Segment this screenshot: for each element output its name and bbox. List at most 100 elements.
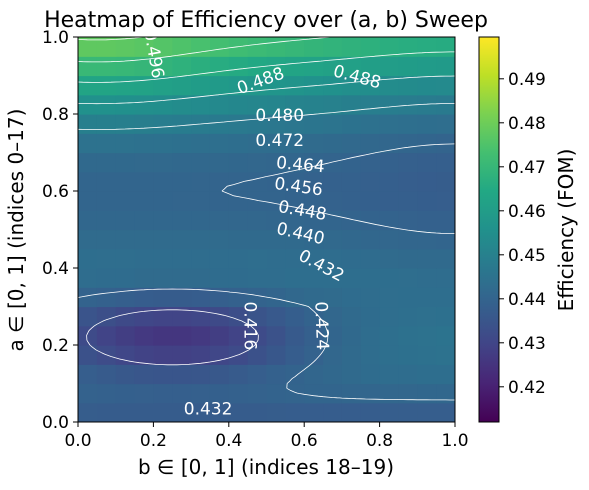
heatmap-cell bbox=[379, 56, 400, 77]
heatmap-cell bbox=[398, 345, 418, 365]
heatmap-cell bbox=[323, 152, 343, 173]
heatmap-cell bbox=[228, 191, 249, 211]
heatmap-cell bbox=[78, 402, 98, 422]
heatmap-cell bbox=[360, 364, 381, 385]
heatmap-cell bbox=[398, 287, 418, 308]
heatmap-cell bbox=[266, 75, 286, 96]
heatmap-cell bbox=[247, 325, 268, 346]
heatmap-cell bbox=[436, 37, 455, 57]
heatmap-cell bbox=[436, 383, 455, 404]
heatmap-cell bbox=[96, 268, 117, 288]
heatmap-cell bbox=[228, 210, 249, 231]
heatmap-cell bbox=[134, 133, 154, 154]
heatmap-cell bbox=[153, 364, 173, 385]
heatmap-cell bbox=[360, 191, 381, 211]
heatmap-cell bbox=[323, 383, 343, 404]
heatmap-cell bbox=[417, 210, 437, 231]
heatmap-cell bbox=[247, 37, 268, 57]
plot-frame bbox=[77, 36, 456, 423]
heatmap-cell bbox=[285, 152, 305, 173]
heatmap-cell bbox=[191, 191, 211, 211]
heatmap-cell bbox=[379, 383, 400, 404]
heatmap-cell bbox=[360, 152, 381, 173]
heatmap-cell bbox=[398, 325, 418, 346]
heatmap-cell bbox=[417, 268, 437, 288]
heatmap-cell bbox=[360, 171, 381, 192]
heatmap-cell bbox=[360, 114, 381, 134]
colorbar bbox=[478, 36, 500, 423]
heatmap-cell bbox=[96, 75, 117, 96]
heatmap-cell bbox=[436, 325, 455, 346]
heatmap-cell bbox=[115, 383, 136, 404]
heatmap-cell bbox=[78, 133, 98, 154]
colorbar-tick-label: 0.49 bbox=[508, 70, 546, 90]
heatmap-cell bbox=[417, 364, 437, 385]
heatmap-cell bbox=[247, 268, 268, 288]
heatmap-cell bbox=[436, 75, 455, 96]
heatmap-cell bbox=[285, 191, 305, 211]
heatmap-cell bbox=[379, 268, 400, 288]
contour-line bbox=[78, 103, 455, 130]
colorbar-tick-label: 0.45 bbox=[508, 246, 546, 266]
x-tick-label: 0.2 bbox=[140, 431, 167, 451]
heatmap-cell bbox=[191, 345, 211, 365]
heatmap-cell bbox=[304, 56, 324, 77]
heatmap-cell bbox=[134, 402, 154, 422]
heatmap-cell bbox=[341, 152, 362, 173]
heatmap-cell bbox=[417, 75, 437, 96]
heatmap-cell bbox=[341, 248, 362, 269]
heatmap-cell bbox=[398, 171, 418, 192]
heatmap-cell bbox=[153, 133, 173, 154]
heatmap-cell bbox=[247, 364, 268, 385]
heatmap-cell bbox=[341, 75, 362, 96]
heatmap-cell bbox=[436, 152, 455, 173]
heatmap-cell bbox=[209, 94, 230, 115]
heatmap-cell bbox=[341, 287, 362, 308]
heatmap-cell bbox=[285, 248, 305, 269]
heatmap-cell bbox=[323, 268, 343, 288]
heatmap-cell bbox=[266, 191, 286, 211]
heatmap-cell bbox=[172, 191, 192, 211]
heatmap-cell bbox=[266, 133, 286, 154]
contour-line bbox=[78, 143, 455, 401]
heatmap-cell bbox=[379, 75, 400, 96]
heatmap-cell bbox=[436, 306, 455, 327]
heatmap-cell bbox=[209, 171, 230, 192]
heatmap-cell bbox=[228, 364, 249, 385]
colorbar-tick-label: 0.47 bbox=[508, 158, 546, 178]
x-axis-ticks: 0.0 0.2 0.4 0.6 0.8 1.0 bbox=[64, 422, 469, 451]
heatmap-cell bbox=[360, 345, 381, 365]
heatmap-cell bbox=[191, 383, 211, 404]
heatmap-cell bbox=[78, 287, 98, 308]
heatmap-cell bbox=[436, 345, 455, 365]
heatmap-cell bbox=[323, 133, 343, 154]
heatmap-cell bbox=[436, 364, 455, 385]
heatmap-cell bbox=[228, 325, 249, 346]
heatmap-cell bbox=[96, 152, 117, 173]
heatmap-cell bbox=[398, 402, 418, 422]
heatmap-cell bbox=[172, 114, 192, 134]
contour-label: 0.464 bbox=[275, 153, 325, 177]
heatmap-cell bbox=[304, 325, 324, 346]
heatmap-cell bbox=[228, 133, 249, 154]
heatmap-cell bbox=[266, 364, 286, 385]
heatmap-cell bbox=[191, 210, 211, 231]
heatmap-cell bbox=[209, 133, 230, 154]
heatmap-cell bbox=[417, 383, 437, 404]
colorbar-tick-label: 0.43 bbox=[508, 334, 546, 354]
contour-line bbox=[78, 37, 144, 41]
heatmap-cell bbox=[209, 37, 230, 57]
heatmap-cell bbox=[323, 402, 343, 422]
heatmap-cell bbox=[304, 94, 324, 115]
contour-label: 0.424 bbox=[310, 301, 332, 350]
heatmap-cell bbox=[78, 152, 98, 173]
y-tick-label: 0.0 bbox=[42, 413, 69, 433]
heatmap-cell bbox=[360, 268, 381, 288]
heatmap-cell bbox=[96, 287, 117, 308]
heatmap-cell bbox=[266, 171, 286, 192]
heatmap-cell bbox=[247, 210, 268, 231]
heatmap-cell bbox=[379, 229, 400, 250]
heatmap-cell bbox=[247, 56, 268, 77]
heatmap-cell bbox=[304, 133, 324, 154]
heatmap-cell bbox=[209, 229, 230, 250]
